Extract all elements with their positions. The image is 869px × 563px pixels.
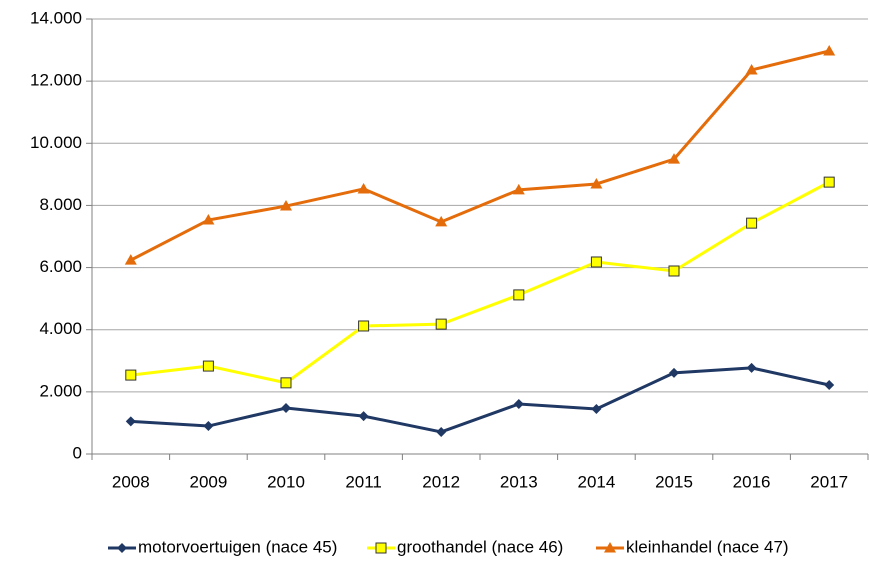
marker [435, 318, 447, 330]
marker [117, 543, 127, 553]
x-tick-label: 2015 [655, 472, 693, 491]
y-tick-label: 4.000 [39, 319, 82, 338]
marker [358, 320, 370, 332]
marker [823, 176, 835, 188]
marker [124, 254, 137, 265]
marker [746, 217, 758, 229]
marker [591, 403, 602, 414]
marker [513, 289, 525, 301]
marker [823, 45, 836, 56]
y-tick-label: 14.000 [30, 8, 82, 27]
x-tick-label: 2011 [345, 472, 382, 491]
marker [202, 360, 214, 372]
marker [203, 421, 214, 432]
y-tick-label: 6.000 [39, 257, 82, 276]
marker [824, 380, 835, 391]
legend-label: groothandel (nace 46) [397, 537, 563, 556]
marker [357, 182, 370, 194]
x-tick-label: 2017 [810, 472, 848, 491]
y-tick-label: 0 [73, 443, 82, 462]
marker [125, 416, 136, 427]
x-tick-label: 2009 [189, 472, 227, 491]
marker [280, 200, 292, 211]
marker [590, 177, 603, 189]
marker [435, 215, 448, 227]
marker [513, 398, 524, 409]
series-line [130, 49, 830, 262]
marker [202, 214, 215, 225]
x-tick-label: 2010 [267, 472, 305, 491]
x-tick-label: 2013 [500, 472, 538, 491]
x-tick-label: 2016 [733, 472, 771, 491]
marker [745, 63, 758, 75]
marker [280, 377, 292, 389]
marker [604, 542, 616, 553]
y-tick-label: 10.000 [30, 133, 82, 152]
marker [281, 403, 291, 414]
marker [512, 183, 525, 195]
marker [125, 369, 137, 381]
marker [668, 265, 680, 277]
marker [590, 256, 602, 268]
marker [746, 362, 757, 373]
x-tick-label: 2012 [422, 472, 460, 491]
x-tick-label: 2014 [577, 472, 615, 491]
y-tick-label: 2.000 [39, 381, 82, 400]
legend-label: kleinhandel (nace 47) [626, 537, 789, 556]
marker [668, 153, 680, 164]
marker [436, 426, 447, 437]
y-tick-label: 12.000 [30, 71, 82, 90]
marker [375, 542, 387, 554]
series-line [130, 180, 830, 385]
y-tick-label: 8.000 [39, 195, 82, 214]
marker [358, 411, 369, 422]
marker [669, 367, 679, 378]
legend-label: motorvoertuigen (nace 45) [138, 537, 337, 556]
series-line [130, 366, 830, 434]
x-tick-label: 2008 [112, 472, 150, 491]
